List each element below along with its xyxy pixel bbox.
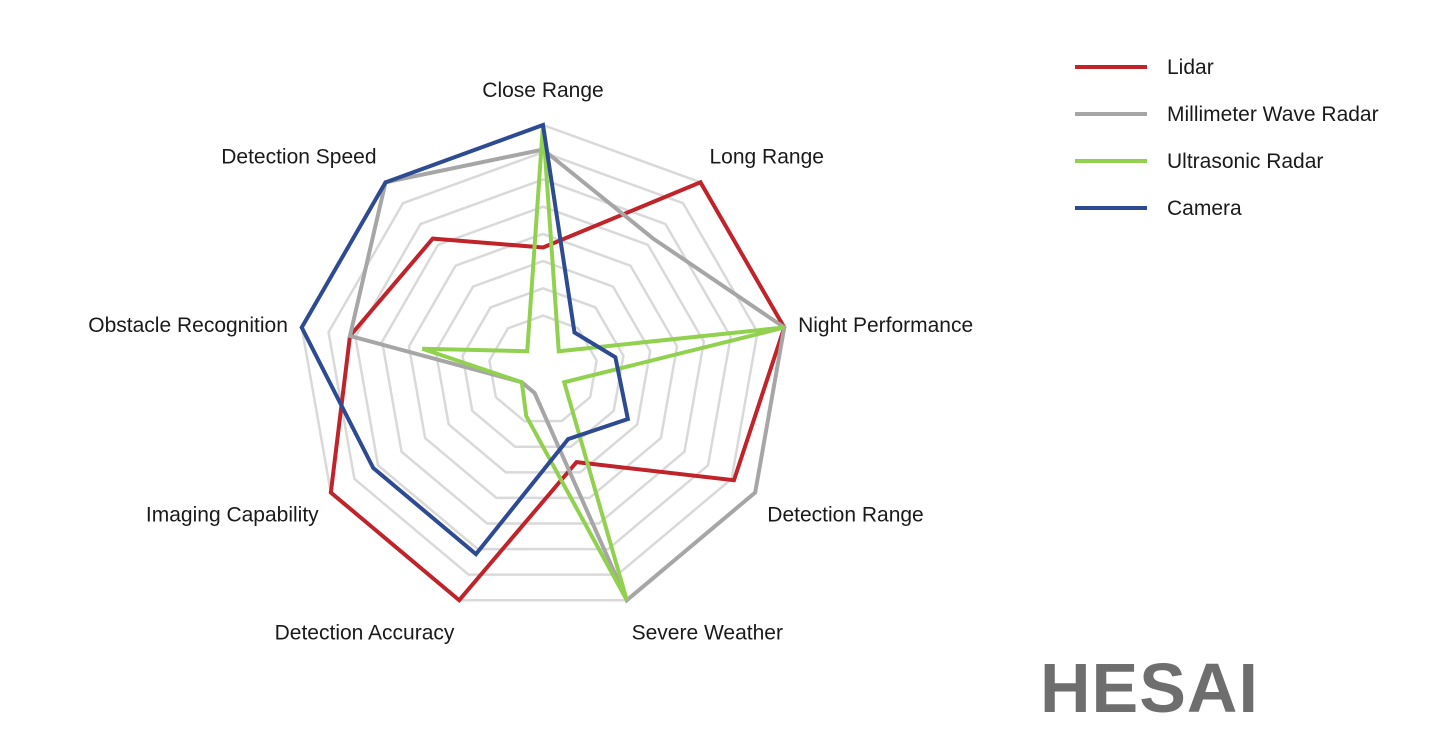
grid-ring bbox=[407, 232, 679, 500]
axis-label-night-performance: Night Performance bbox=[798, 314, 973, 337]
legend-label: Lidar bbox=[1167, 56, 1214, 79]
grid-ring bbox=[461, 287, 625, 448]
axis-label-detection-accuracy: Detection Accuracy bbox=[275, 621, 455, 644]
legend-label: Ultrasonic Radar bbox=[1167, 150, 1323, 173]
hesai-logo: HESAI bbox=[1040, 649, 1259, 727]
grid-ring bbox=[488, 314, 598, 423]
radar-series bbox=[299, 122, 787, 604]
grid-ring bbox=[327, 150, 759, 576]
axis-label-close-range: Close Range bbox=[482, 79, 603, 102]
series-line-ultrasonic-radar bbox=[421, 124, 785, 602]
axis-label-imaging-capability: Imaging Capability bbox=[146, 504, 319, 527]
series-line-millimeter-wave-radar bbox=[347, 147, 787, 604]
axis-labels: Close Range Long Range Night Performance De… bbox=[88, 79, 973, 644]
legend: Lidar Millimeter Wave Radar Ultrasonic Rad… bbox=[1075, 56, 1379, 220]
axis-label-detection-range: Detection Range bbox=[767, 504, 923, 527]
axis-label-long-range: Long Range bbox=[710, 146, 824, 169]
axis-label-obstacle-recognition: Obstacle Recognition bbox=[88, 314, 288, 337]
grid-ring bbox=[354, 178, 732, 551]
radar-grid bbox=[300, 123, 786, 602]
axis-label-detection-speed: Detection Speed bbox=[221, 146, 376, 169]
grid-ring bbox=[380, 205, 706, 525]
axis-label-severe-weather: Severe Weather bbox=[632, 621, 783, 644]
legend-label: Millimeter Wave Radar bbox=[1167, 103, 1379, 126]
series-line-lidar bbox=[328, 179, 787, 604]
series-line-camera bbox=[299, 122, 631, 558]
legend-label: Camera bbox=[1167, 197, 1242, 220]
